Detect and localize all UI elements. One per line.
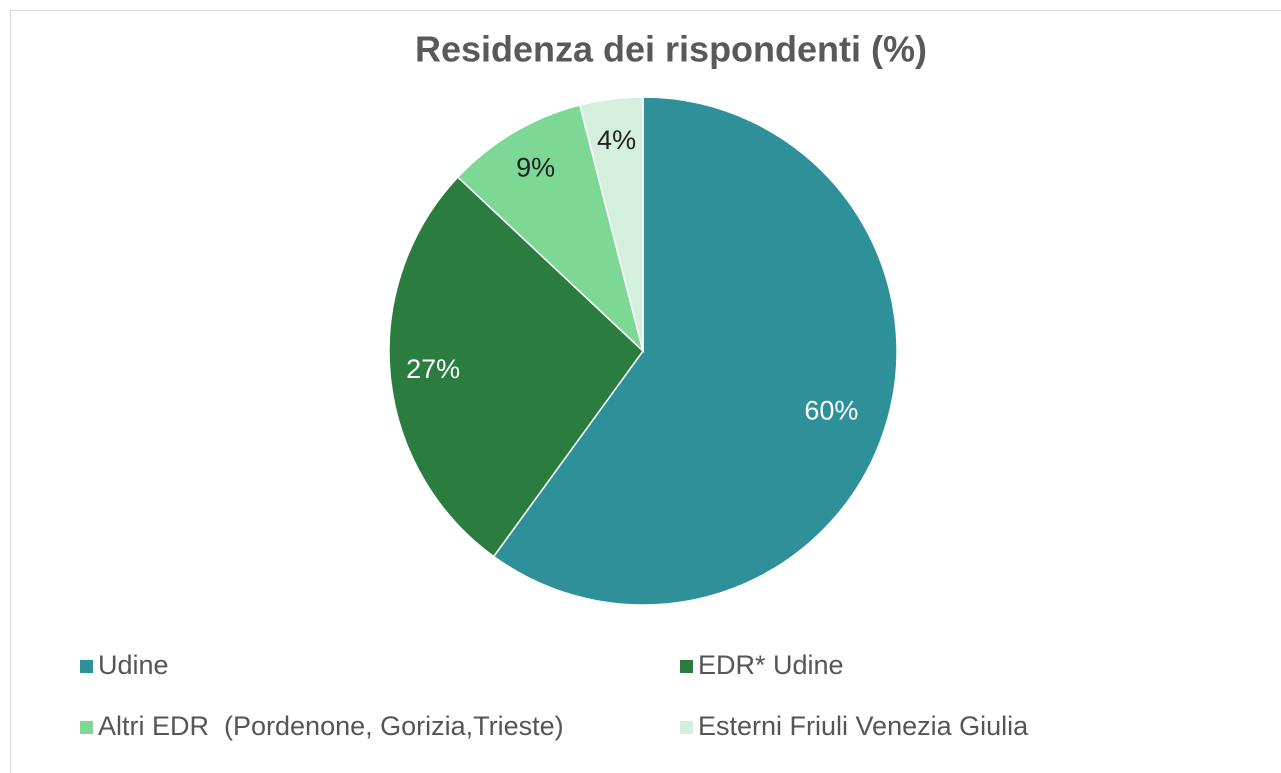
data-label: 60% [804,395,858,425]
legend-text: Esterni Friuli Venezia Giulia [698,711,1029,741]
pie-slice [492,96,898,606]
data-label: 4% [597,125,636,155]
legend-swatch [680,721,693,734]
data-label: 27% [406,354,460,384]
legend-text: EDR* Udine [698,650,844,680]
data-label: 9% [516,153,555,183]
pie-slice [388,176,644,558]
legend-swatch [680,660,693,673]
chart-title: Residenza dei rispondenti (%) [415,29,927,70]
pie-slice [578,96,644,352]
legend-swatch [80,721,93,734]
legend-text: Udine [98,650,169,680]
legend-text: Altri EDR (Pordenone, Gorizia,Trieste) [98,711,564,741]
pie-slice [456,104,645,354]
legend-swatch [80,660,93,673]
